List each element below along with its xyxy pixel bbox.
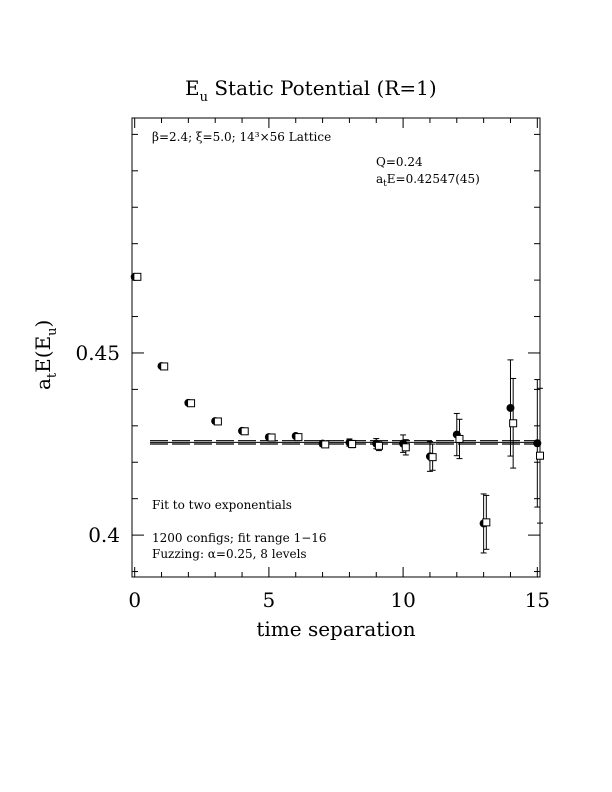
- fit-band: [150, 440, 540, 445]
- data-point-square: [428, 453, 437, 462]
- x-tick-labels: 0 5 10 15: [128, 588, 550, 612]
- plot-frame: [131, 117, 541, 578]
- fuzzing-annotation: Fuzzing: α=0.25, 8 levels: [152, 547, 307, 561]
- data-point-square: [267, 433, 276, 442]
- fit-result-annotation: atE=0.42547(45): [376, 172, 480, 189]
- data-point-square: [348, 440, 357, 449]
- fit-method-annotation: Fit to two exponentials: [152, 498, 292, 512]
- x-tick-label: 15: [525, 588, 550, 612]
- data-point-square: [133, 272, 142, 281]
- configs-annotation: 1200 configs; fit range 1−16: [152, 531, 327, 545]
- y-tick-label: 0.45: [75, 341, 120, 365]
- data-point-square: [240, 427, 249, 436]
- lattice-annotation: β=2.4; ξ=5.0; 14³×56 Lattice: [152, 130, 331, 144]
- data-point-circle: [506, 403, 515, 412]
- data-point-square: [509, 419, 518, 428]
- chart-title: Eu Static Potential (R=1): [185, 76, 437, 105]
- q-annotation: Q=0.24: [376, 155, 423, 169]
- x-tick-label: 0: [128, 588, 141, 612]
- data-point-square: [482, 518, 491, 527]
- data-point-square: [294, 433, 303, 442]
- data-point-square: [536, 451, 544, 460]
- data-point-square: [160, 362, 169, 371]
- y-tick-labels: 0.4 0.45: [75, 341, 120, 547]
- data-point-square: [321, 440, 330, 449]
- x-tick-label: 10: [390, 588, 415, 612]
- y-tick-label: 0.4: [88, 523, 120, 547]
- data-point-circle: [533, 439, 542, 448]
- data-point-square: [213, 417, 222, 426]
- x-axis-label: time separation: [256, 617, 415, 641]
- data-point-square: [455, 434, 464, 443]
- data-point-square: [374, 441, 383, 450]
- data-point-square: [401, 443, 410, 452]
- data-point-square: [187, 399, 196, 408]
- data-points: [130, 272, 544, 554]
- x-tick-label: 5: [263, 588, 276, 612]
- y-axis-label: atE(Eu): [31, 320, 60, 390]
